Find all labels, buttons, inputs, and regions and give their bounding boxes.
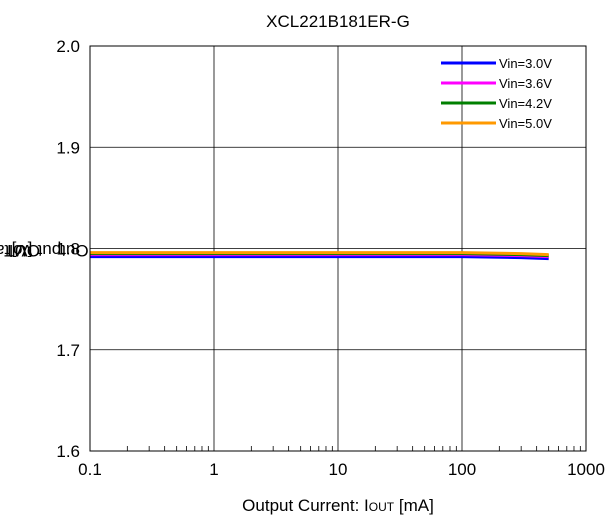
legend-label-2: Vin=3.6V xyxy=(499,76,552,91)
x-tick-label: 100 xyxy=(448,460,476,479)
x-tick-label: 1 xyxy=(209,460,218,479)
plot-frame xyxy=(89,45,587,452)
legend-label-1: Vin=3.0V xyxy=(499,56,552,71)
y-tick-label: 2.0 xyxy=(56,37,80,56)
y-axis-label-unit: [V] xyxy=(11,241,33,260)
y-tick-label: 1.7 xyxy=(56,341,80,360)
x-axis-label-sub: OUT xyxy=(368,500,395,514)
series-line-4 xyxy=(90,251,549,257)
x-tick-label: 1000 xyxy=(567,460,605,479)
y-tick-label: 1.6 xyxy=(56,442,80,461)
legend-label-3: Vin=4.2V xyxy=(499,96,552,111)
series-line-1 xyxy=(90,255,549,261)
x-axis-label: Output Current: IOUT [mA] xyxy=(90,496,586,516)
x-axis-label-unit: [mA] xyxy=(394,496,434,515)
x-tick-label: 0.1 xyxy=(78,460,102,479)
chart-title: XCL221B181ER-G xyxy=(266,12,410,31)
y-tick-label: 1.9 xyxy=(56,138,80,157)
y-tick-label: 1.8 xyxy=(56,240,80,259)
x-tick-label: 10 xyxy=(329,460,348,479)
x-axis-label-main: Output Current: I xyxy=(242,496,369,515)
legend-label-4: Vin=5.0V xyxy=(499,116,552,131)
